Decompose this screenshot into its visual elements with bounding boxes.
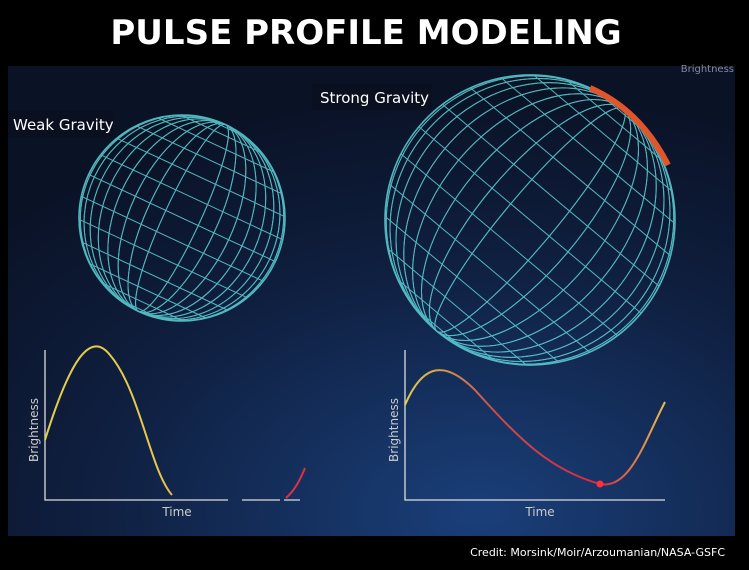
x-label: Time	[524, 505, 554, 519]
title: PULSE PROFILE MODELING	[110, 13, 621, 53]
wire	[397, 279, 495, 361]
y-label: Brightness	[387, 398, 401, 462]
axes	[44, 350, 665, 501]
wire	[384, 216, 560, 363]
panel-label: Strong Gravity	[320, 89, 429, 107]
pulse-curve	[404, 369, 666, 486]
label-box	[8, 111, 114, 137]
wire	[418, 126, 642, 314]
wire	[414, 307, 465, 350]
wire	[470, 87, 671, 257]
wire	[400, 153, 618, 336]
wire	[203, 116, 246, 138]
wire	[389, 183, 590, 353]
wire	[116, 137, 286, 218]
wire	[157, 117, 275, 173]
wire	[78, 218, 248, 299]
x-label: Time	[161, 505, 191, 519]
wire	[118, 298, 161, 320]
wire	[81, 241, 229, 311]
label-box	[312, 84, 432, 110]
wire	[135, 125, 283, 195]
wire	[102, 282, 184, 322]
y-label: Brightness	[27, 398, 41, 462]
wire	[387, 248, 527, 366]
marker	[596, 480, 604, 488]
wire	[100, 154, 283, 241]
wire	[180, 114, 262, 154]
wire	[89, 263, 207, 319]
wire	[442, 104, 660, 287]
wire	[88, 174, 276, 262]
credit: Credit: Morsink/Moir/Arzoumanian/NASA-GS…	[470, 546, 725, 559]
hot-spot	[588, 85, 671, 167]
panel-label: Weak Gravity	[13, 116, 114, 134]
wire	[500, 77, 676, 224]
wire	[81, 195, 264, 282]
wire	[565, 79, 663, 161]
wire	[533, 74, 673, 192]
pulse-curve	[44, 345, 306, 499]
weak-sphere	[78, 114, 286, 322]
corner-label: Brightness	[681, 64, 734, 75]
